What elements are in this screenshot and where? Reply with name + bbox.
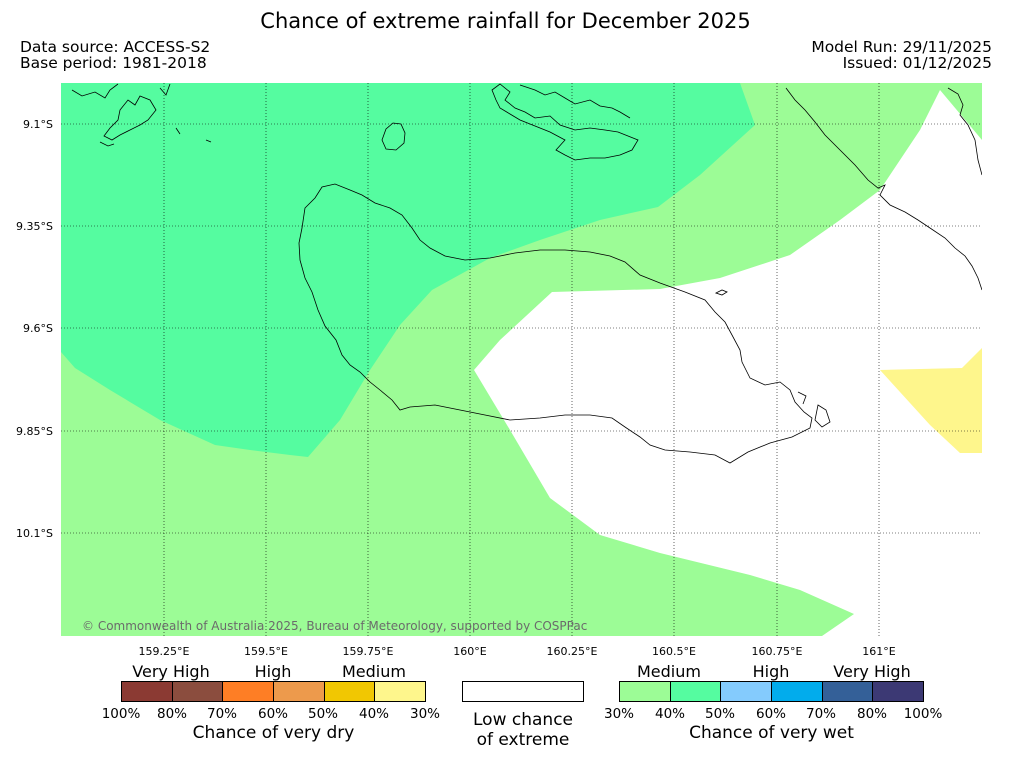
dry-swatch [374,682,426,701]
lat-tick-label: 9.1°S [23,118,53,131]
lon-tick-label: 159.5°E [244,645,288,658]
dry-swatch [222,682,274,701]
dry-percent-label: 30% [409,706,440,722]
wet-swatch [620,682,670,701]
lon-tick-label: 160.75°E [751,645,803,658]
dry-category-label: High [254,662,292,681]
wet-category-label: Very High [833,662,911,681]
guadalcanal-coast [298,183,813,464]
dry-percent-label: 70% [206,706,237,722]
wet-percent-label: 50% [704,706,735,722]
issued-date: Issued: 01/12/2025 [842,54,992,72]
wet-percent-label: 100% [903,706,943,722]
wet-swatch [669,682,721,701]
dry-swatch [273,682,324,701]
dry-percent-label: 50% [307,706,338,722]
dry-percent-label: 80% [156,706,187,722]
lon-tick-label: 160°E [453,645,487,658]
russell-islands-coast [71,83,212,147]
wet-percent-label: 70% [805,706,836,722]
dry-category-label: Very High [132,662,210,681]
base-period: Base period: 1981-2018 [20,54,207,72]
run-info: Model Run: 29/11/2025 Issued: 01/12/2025 [811,39,992,71]
data-source-info: Data source: ACCESS-S2 Base period: 1981… [20,39,210,71]
dry-medium-region [880,348,982,453]
dry-colorbar [121,681,426,702]
copyright-notice: © Commonwealth of Australia 2025, Bureau… [82,619,588,633]
map-area [61,83,982,636]
small-islet-coast [714,289,728,296]
wet-category-label: High [752,662,790,681]
lat-tick-label: 9.85°S [16,425,53,438]
guadalcanal-east-islets [797,391,831,428]
lon-tick-label: 161°E [862,645,896,658]
lon-tick-label: 159.75°E [342,645,394,658]
low-chance-line: Low chance [473,710,573,730]
lat-tick-label: 10.1°S [16,527,53,540]
wet-swatch [720,682,772,701]
florida-islands-coast [519,84,631,119]
dry-percent-label: 60% [257,706,288,722]
wet-swatch [821,682,873,701]
wet-percent-label: 80% [856,706,887,722]
lat-tick-label: 9.6°S [23,322,53,335]
lon-tick-label: 159.25°E [138,645,190,658]
wet-colorbar [619,681,924,702]
dry-swatch [323,682,375,701]
low-chance-swatch [462,681,584,702]
data-source: Data source: ACCESS-S2 [20,38,211,56]
wet-high-region [61,83,755,457]
lon-tick-label: 160.5°E [652,645,696,658]
low-chance-line: of extreme [476,730,570,750]
graticule [61,83,982,636]
model-run: Model Run: 29/11/2025 [811,38,992,56]
wet-category-label: Medium [637,662,701,681]
dry-legend-title: Chance of very dry [192,723,355,743]
dry-swatch [122,682,172,701]
map-title: Chance of extreme rainfall for December … [260,9,751,33]
dry-category-label: Medium [342,662,406,681]
wet-swatch [872,682,924,701]
wet-percent-label: 30% [603,706,634,722]
lon-tick-label: 160.25°E [546,645,598,658]
dry-percent-label: 40% [358,706,389,722]
malaita-east-coast [947,87,982,176]
savo-island-coast [381,122,406,151]
lat-tick-label: 9.35°S [16,220,53,233]
malaita-coast [785,87,982,291]
low-chance-label: Low chance of extreme [450,710,596,750]
wet-percent-label: 40% [654,706,685,722]
dry-percent-label: 100% [101,706,141,722]
wet-swatch [771,682,822,701]
dry-swatch [171,682,223,701]
wet-legend-title: Chance of very wet [689,723,854,743]
wet-percent-label: 60% [755,706,786,722]
